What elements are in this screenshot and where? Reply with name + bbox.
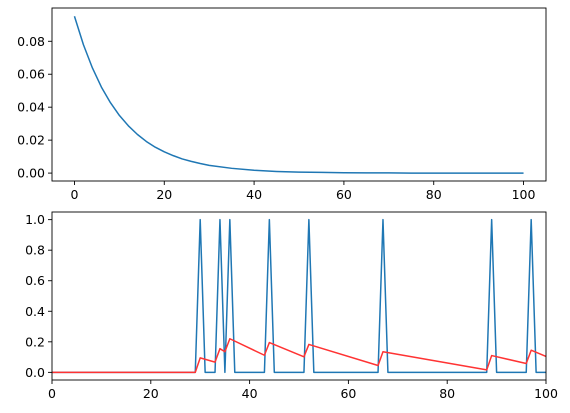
bottom-x-tick-label: 20	[143, 386, 159, 401]
top-y-tick-label: 0.00	[17, 166, 45, 181]
top-x-tick-label: 20	[156, 187, 172, 202]
top-y-tick-label: 0.04	[17, 100, 45, 115]
top-x-tick-label: 0	[70, 187, 78, 202]
top-plot-frame	[51, 7, 547, 182]
top-y-tick-label: 0.08	[17, 34, 45, 49]
bottom-y-tick-label: 0.0	[25, 365, 45, 380]
bottom-y-tick-label: 0.8	[25, 243, 45, 258]
bottom-x-tick-label: 80	[439, 386, 455, 401]
top-x-tick-label: 100	[512, 187, 536, 202]
bottom-x-tick-label: 60	[340, 386, 356, 401]
bottom-plot-frame	[51, 211, 547, 381]
top-x-tick-label: 60	[336, 187, 352, 202]
bottom-y-tick-label: 0.6	[25, 273, 45, 288]
top-y-tick-label: 0.06	[17, 67, 45, 82]
top-series-line-0	[73, 16, 524, 174]
bottom-y-tick-label: 1.0	[25, 212, 45, 227]
bottom-axes: 0 20 40 60 80 100 0.0 0.2 0.4 0.6 0.8 1.0	[25, 211, 558, 401]
top-y-tick-label: 0.02	[17, 133, 45, 148]
top-x-tick-label: 80	[426, 187, 442, 202]
bottom-series-line-1	[52, 338, 547, 374]
top-axes: 0 20 40 60 80 100 0.00 0.02 0.04 0.06 0.08	[17, 7, 547, 202]
bottom-x-tick-label: 40	[242, 386, 258, 401]
bottom-series-line-0	[52, 218, 546, 374]
bottom-x-tick-label: 100	[534, 386, 558, 401]
bottom-y-tick-label: 0.4	[25, 304, 45, 319]
top-x-tick-label: 40	[246, 187, 262, 202]
bottom-x-tick-label: 0	[48, 386, 56, 401]
bottom-y-tick-label: 0.2	[25, 334, 45, 349]
